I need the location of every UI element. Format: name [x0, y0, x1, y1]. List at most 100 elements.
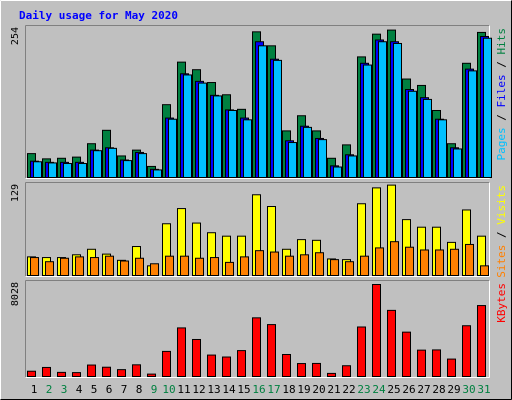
day-label-12: 12	[192, 383, 205, 396]
bar-pages-day-24	[378, 41, 387, 178]
bar-sites-day-6	[105, 255, 114, 276]
bar-pages-day-7	[123, 160, 132, 178]
legend-entry: /	[495, 108, 508, 128]
bar-sites-day-10	[165, 255, 174, 276]
panel-legend: Pages / Files / Hits	[495, 28, 508, 161]
chart-panels: 254 Pages / Files / Hits 129 Sites / Visits…	[10, 25, 508, 378]
bar-pages-day-23	[363, 64, 372, 178]
bar-pages-day-29	[453, 148, 462, 179]
bar-pages-day-31	[483, 37, 492, 178]
bar-pages-day-28	[438, 119, 447, 179]
day-label-17: 17	[267, 383, 280, 396]
day-label-1: 1	[31, 383, 38, 396]
bar-pages-day-13	[213, 95, 222, 178]
bar-kbytes-day-16	[252, 317, 261, 377]
bar-sites-day-13	[210, 257, 219, 276]
bar-sites-day-22	[345, 261, 354, 276]
day-label-11: 11	[177, 383, 190, 396]
day-label-4: 4	[76, 383, 83, 396]
bar-pages-day-18	[288, 142, 297, 178]
bar-kbytes-day-28	[432, 349, 441, 378]
bar-kbytes-day-6	[102, 366, 111, 378]
bar-sites-day-2	[45, 261, 54, 276]
legend-entry: Visits	[495, 185, 508, 225]
bar-sites-day-29	[450, 248, 459, 276]
bar-kbytes-day-15	[237, 350, 246, 377]
bar-sites-day-16	[255, 250, 264, 277]
day-label-13: 13	[207, 383, 220, 396]
bar-kbytes-day-1	[27, 370, 36, 378]
panel-traffic: 8028 KBytes	[10, 280, 508, 378]
day-label-5: 5	[91, 383, 98, 396]
y-max-label: 254	[10, 27, 21, 45]
bar-sites-day-18	[285, 255, 294, 276]
bar-pages-day-3	[63, 163, 72, 178]
bar-pages-day-30	[468, 70, 477, 178]
bar-pages-day-25	[393, 42, 402, 178]
legend-entry: /	[495, 55, 508, 75]
bar-sites-day-25	[390, 241, 399, 277]
bar-kbytes-day-30	[462, 325, 471, 378]
legend-entry: Files	[495, 74, 508, 107]
bar-kbytes-day-20	[312, 362, 321, 378]
day-label-7: 7	[121, 383, 128, 396]
bar-pages-day-15	[243, 119, 252, 179]
bar-sites-day-9	[150, 263, 159, 277]
bar-sites-day-17	[270, 251, 279, 276]
bar-kbytes-day-10	[162, 350, 171, 377]
legend-entry: Hits	[495, 28, 508, 55]
bar-pages-day-22	[348, 155, 357, 179]
bar-pages-day-12	[198, 82, 207, 178]
bar-pages-day-19	[303, 126, 312, 178]
bar-pages-day-9	[153, 169, 162, 179]
bar-pages-day-10	[168, 118, 177, 178]
day-label-9: 9	[151, 383, 158, 396]
panel-legend: Sites / Visits	[495, 185, 508, 278]
day-label-19: 19	[297, 383, 310, 396]
day-label-21: 21	[327, 383, 340, 396]
bar-kbytes-day-4	[72, 372, 81, 378]
bar-kbytes-day-7	[117, 369, 126, 377]
bar-pages-day-16	[258, 45, 267, 179]
bar-pages-day-6	[108, 147, 117, 178]
bar-pages-day-11	[183, 74, 192, 178]
panel-visitors: 129 Sites / Visits	[10, 182, 508, 278]
bar-pages-day-26	[408, 90, 417, 178]
bar-kbytes-day-3	[57, 371, 66, 378]
legend-entry: Sites	[495, 245, 508, 278]
day-label-27: 27	[417, 383, 430, 396]
bar-kbytes-day-9	[147, 373, 156, 377]
bar-sites-day-8	[135, 257, 144, 277]
bar-sites-day-28	[435, 249, 444, 277]
day-label-18: 18	[282, 383, 295, 396]
bar-pages-day-5	[93, 150, 102, 179]
bar-pages-day-1	[33, 161, 42, 178]
day-label-3: 3	[61, 383, 68, 396]
bar-sites-day-12	[195, 257, 204, 277]
bar-kbytes-day-25	[387, 309, 396, 377]
day-label-23: 23	[357, 383, 370, 396]
bar-sites-day-20	[315, 252, 324, 277]
bar-pages-day-4	[78, 163, 87, 178]
panel-requests: 254 Pages / Files / Hits	[10, 25, 508, 179]
bar-sites-day-15	[240, 256, 249, 277]
bar-pages-day-21	[333, 166, 342, 178]
bar-kbytes-day-27	[417, 349, 426, 377]
bar-kbytes-day-18	[282, 353, 291, 377]
bar-kbytes-day-5	[87, 364, 96, 377]
day-label-22: 22	[342, 383, 355, 396]
bar-kbytes-day-29	[447, 358, 456, 377]
bar-kbytes-day-17	[267, 324, 276, 378]
chart-title: Daily usage for May 2020	[19, 9, 178, 22]
day-label-30: 30	[462, 383, 475, 396]
bar-sites-day-21	[330, 259, 339, 276]
day-label-6: 6	[106, 383, 113, 396]
day-label-25: 25	[387, 383, 400, 396]
day-label-8: 8	[136, 383, 143, 396]
day-label-10: 10	[162, 383, 175, 396]
bar-pages-day-27	[423, 98, 432, 178]
bar-sites-day-26	[405, 246, 414, 277]
bar-kbytes-day-8	[132, 364, 141, 378]
day-label-16: 16	[252, 383, 265, 396]
